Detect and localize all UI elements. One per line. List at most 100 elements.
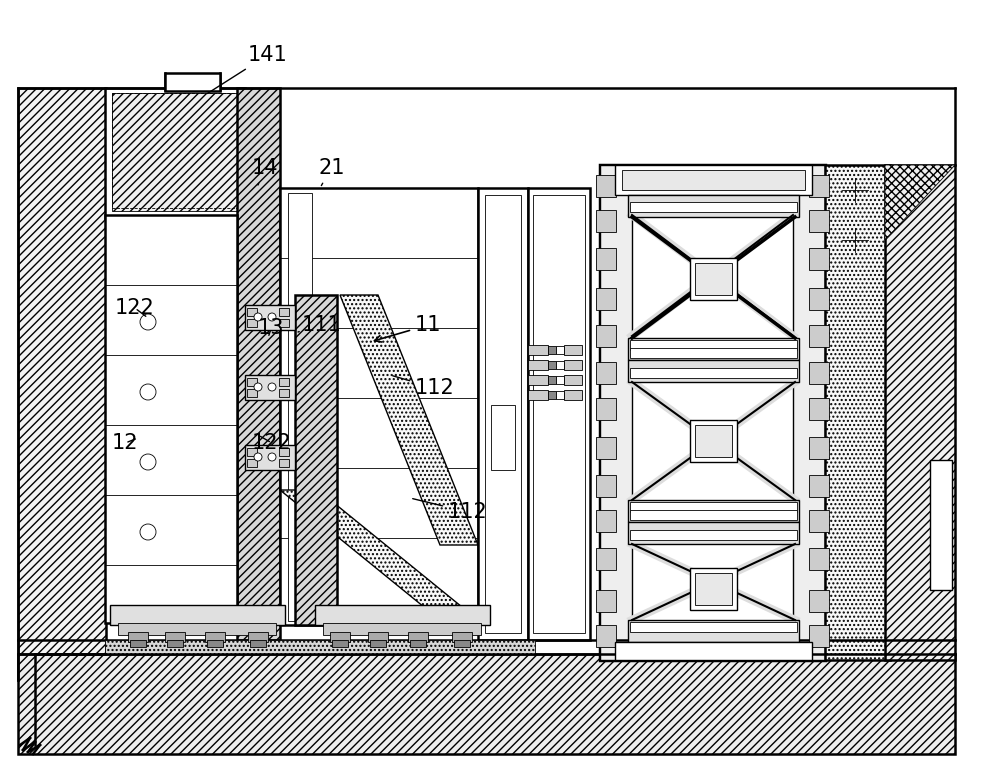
Bar xyxy=(105,88,245,218)
Polygon shape xyxy=(885,165,955,240)
Bar xyxy=(250,640,266,647)
Bar xyxy=(247,308,257,316)
Bar xyxy=(247,459,257,467)
Bar xyxy=(809,325,829,347)
Bar xyxy=(528,345,548,355)
Bar xyxy=(596,248,616,270)
Bar xyxy=(548,346,556,354)
Bar xyxy=(295,295,337,625)
Bar xyxy=(528,360,548,370)
Circle shape xyxy=(254,453,262,461)
Bar xyxy=(528,188,590,640)
Circle shape xyxy=(140,314,156,330)
Bar xyxy=(247,389,257,397)
Bar xyxy=(408,632,428,642)
Bar xyxy=(596,437,616,459)
Bar xyxy=(596,548,616,570)
Circle shape xyxy=(254,383,262,391)
Bar xyxy=(205,632,225,642)
Polygon shape xyxy=(340,295,478,545)
Bar xyxy=(615,165,812,195)
Bar xyxy=(548,376,556,384)
Bar xyxy=(279,459,289,467)
Bar xyxy=(528,375,548,385)
Bar xyxy=(105,215,237,623)
Bar xyxy=(279,308,289,316)
Bar xyxy=(809,510,829,532)
Bar xyxy=(630,510,797,520)
Bar xyxy=(809,210,829,232)
Bar xyxy=(207,640,223,647)
Bar xyxy=(332,640,348,647)
Bar xyxy=(885,165,955,660)
Bar xyxy=(556,376,564,384)
Bar xyxy=(596,510,616,532)
Bar xyxy=(279,448,289,456)
Bar xyxy=(809,548,829,570)
Bar xyxy=(930,460,952,590)
Text: 11: 11 xyxy=(374,315,442,342)
Bar xyxy=(330,632,350,642)
Bar xyxy=(245,305,295,330)
Circle shape xyxy=(268,313,276,321)
Bar xyxy=(279,389,289,397)
Circle shape xyxy=(268,453,276,461)
Bar xyxy=(245,375,295,400)
Circle shape xyxy=(254,313,262,321)
Bar xyxy=(809,437,829,459)
Bar xyxy=(452,632,472,642)
Bar xyxy=(690,568,737,610)
Bar xyxy=(628,500,799,522)
Bar xyxy=(370,640,386,647)
Bar xyxy=(247,319,257,327)
Bar xyxy=(695,573,732,605)
Bar xyxy=(564,375,582,385)
Bar xyxy=(596,625,616,647)
Bar xyxy=(809,288,829,310)
Bar xyxy=(165,73,220,91)
Bar xyxy=(478,188,528,640)
Circle shape xyxy=(140,524,156,540)
Bar xyxy=(323,623,481,635)
Bar xyxy=(600,165,825,660)
Bar xyxy=(596,590,616,612)
Bar xyxy=(630,502,797,512)
Bar xyxy=(556,346,564,354)
Bar xyxy=(695,263,732,295)
Bar xyxy=(237,88,280,640)
Circle shape xyxy=(268,383,276,391)
Bar xyxy=(556,361,564,369)
Bar xyxy=(248,632,268,642)
Bar xyxy=(128,632,148,642)
Bar xyxy=(628,195,799,217)
Bar xyxy=(548,361,556,369)
Bar xyxy=(630,530,797,540)
Bar xyxy=(630,622,797,632)
Bar xyxy=(130,640,146,647)
Text: 112: 112 xyxy=(393,376,455,398)
Bar xyxy=(556,391,564,399)
Bar xyxy=(18,88,106,680)
Bar xyxy=(279,378,289,386)
Bar xyxy=(809,175,829,197)
Bar xyxy=(596,398,616,420)
Bar xyxy=(596,210,616,232)
Bar xyxy=(630,348,797,358)
Bar xyxy=(630,202,797,212)
Bar xyxy=(110,605,285,625)
Bar xyxy=(809,625,829,647)
Bar xyxy=(288,193,312,621)
Bar xyxy=(690,420,737,462)
Text: 112: 112 xyxy=(413,499,488,522)
Bar xyxy=(622,170,805,190)
Text: 21: 21 xyxy=(318,158,344,186)
Bar xyxy=(793,165,825,660)
Bar xyxy=(809,398,829,420)
Bar xyxy=(596,475,616,497)
Circle shape xyxy=(140,454,156,470)
Bar xyxy=(533,195,585,633)
Bar xyxy=(280,188,478,625)
Bar xyxy=(564,345,582,355)
Bar xyxy=(315,605,490,625)
Bar xyxy=(809,362,829,384)
